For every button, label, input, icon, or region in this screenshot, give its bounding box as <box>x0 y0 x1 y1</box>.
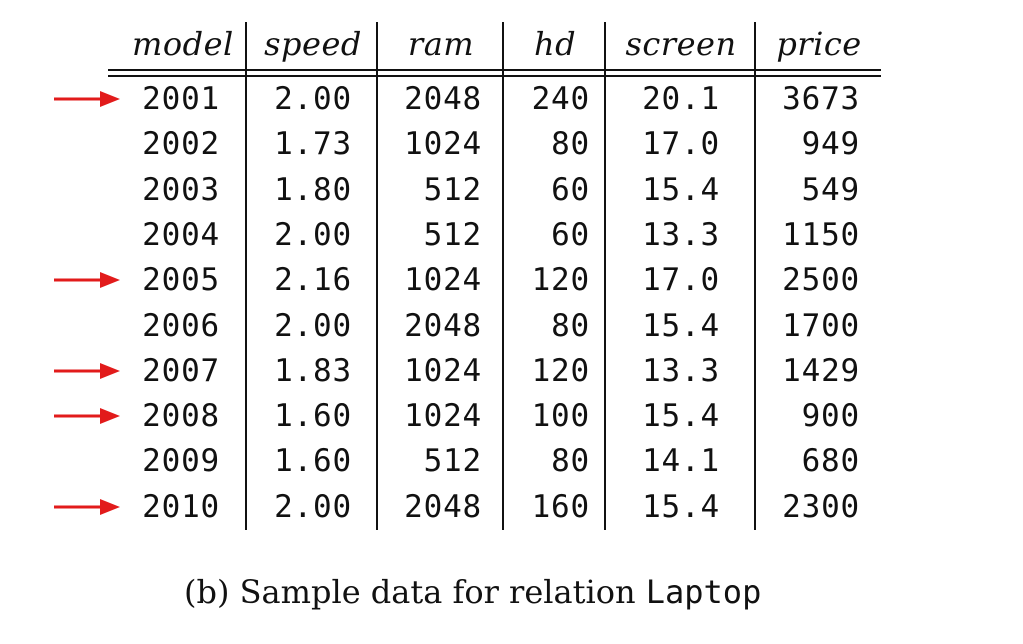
cell-hd: 240 <box>531 81 590 117</box>
cell-speed: 1.83 <box>274 353 352 389</box>
cell-speed: 1.60 <box>274 398 352 434</box>
cell-hd: 80 <box>551 126 590 162</box>
cell-screen: 14.1 <box>642 443 720 479</box>
column-divider <box>754 22 756 530</box>
column-divider <box>376 22 378 530</box>
header-hd: hd <box>533 25 577 63</box>
cell-price: 2500 <box>782 262 860 298</box>
cell-screen: 17.0 <box>642 262 720 298</box>
cell-screen: 15.4 <box>642 308 720 344</box>
cell-speed: 2.00 <box>274 489 352 525</box>
cell-ram: 2048 <box>404 81 482 117</box>
cell-price: 680 <box>801 443 860 479</box>
cell-model: 2009 <box>142 443 220 479</box>
header-speed: speed <box>264 25 362 63</box>
cell-hd: 80 <box>551 308 590 344</box>
cell-price: 900 <box>801 398 860 434</box>
cell-hd: 60 <box>551 217 590 253</box>
cell-price: 549 <box>801 172 860 208</box>
cell-hd: 60 <box>551 172 590 208</box>
cell-screen: 15.4 <box>642 398 720 434</box>
cell-price: 1150 <box>782 217 860 253</box>
row-marker-arrow-icon <box>54 499 120 515</box>
cell-model: 2002 <box>142 126 220 162</box>
row-marker-arrow-icon <box>54 272 120 288</box>
row-marker-arrow-icon <box>54 408 120 424</box>
cell-speed: 2.16 <box>274 262 352 298</box>
cell-hd: 160 <box>531 489 590 525</box>
cell-price: 1700 <box>782 308 860 344</box>
cell-model: 2004 <box>142 217 220 253</box>
cell-speed: 2.00 <box>274 217 352 253</box>
cell-price: 1429 <box>782 353 860 389</box>
cell-model: 2008 <box>142 398 220 434</box>
cell-model: 2001 <box>142 81 220 117</box>
cell-price: 3673 <box>782 81 860 117</box>
cell-model: 2007 <box>142 353 220 389</box>
cell-ram: 1024 <box>404 126 482 162</box>
cell-ram: 1024 <box>404 353 482 389</box>
cell-ram: 1024 <box>404 398 482 434</box>
cell-price: 949 <box>801 126 860 162</box>
header-rule-bottom <box>108 75 881 77</box>
cell-hd: 100 <box>531 398 590 434</box>
cell-speed: 2.00 <box>274 308 352 344</box>
cell-hd: 120 <box>531 353 590 389</box>
cell-speed: 1.73 <box>274 126 352 162</box>
cell-screen: 17.0 <box>642 126 720 162</box>
cell-screen: 13.3 <box>642 353 720 389</box>
cell-screen: 15.4 <box>642 172 720 208</box>
row-marker-arrow-icon <box>54 91 120 107</box>
cell-screen: 20.1 <box>642 81 720 117</box>
cell-ram: 512 <box>423 172 482 208</box>
cell-ram: 512 <box>423 443 482 479</box>
table-caption: (b) Sample data for relation Laptop <box>184 568 761 616</box>
column-divider <box>502 22 504 530</box>
header-model: model <box>132 25 234 63</box>
caption-text: (b) Sample data for relation <box>184 573 646 611</box>
cell-price: 2300 <box>782 489 860 525</box>
cell-ram: 1024 <box>404 262 482 298</box>
cell-hd: 80 <box>551 443 590 479</box>
row-marker-arrow-icon <box>54 363 120 379</box>
header-screen: screen <box>625 25 737 63</box>
cell-model: 2003 <box>142 172 220 208</box>
header-ram: ram <box>407 25 475 63</box>
cell-model: 2006 <box>142 308 220 344</box>
cell-ram: 2048 <box>404 308 482 344</box>
column-divider <box>604 22 606 530</box>
cell-screen: 15.4 <box>642 489 720 525</box>
header-price: price <box>776 25 862 63</box>
cell-speed: 1.80 <box>274 172 352 208</box>
header-rule-top <box>108 69 881 71</box>
cell-ram: 512 <box>423 217 482 253</box>
cell-speed: 1.60 <box>274 443 352 479</box>
cell-model: 2005 <box>142 262 220 298</box>
cell-screen: 13.3 <box>642 217 720 253</box>
cell-hd: 120 <box>531 262 590 298</box>
cell-speed: 2.00 <box>274 81 352 117</box>
column-divider <box>245 22 247 530</box>
caption-relation-name: Laptop <box>645 573 762 611</box>
cell-model: 2010 <box>142 489 220 525</box>
cell-ram: 2048 <box>404 489 482 525</box>
